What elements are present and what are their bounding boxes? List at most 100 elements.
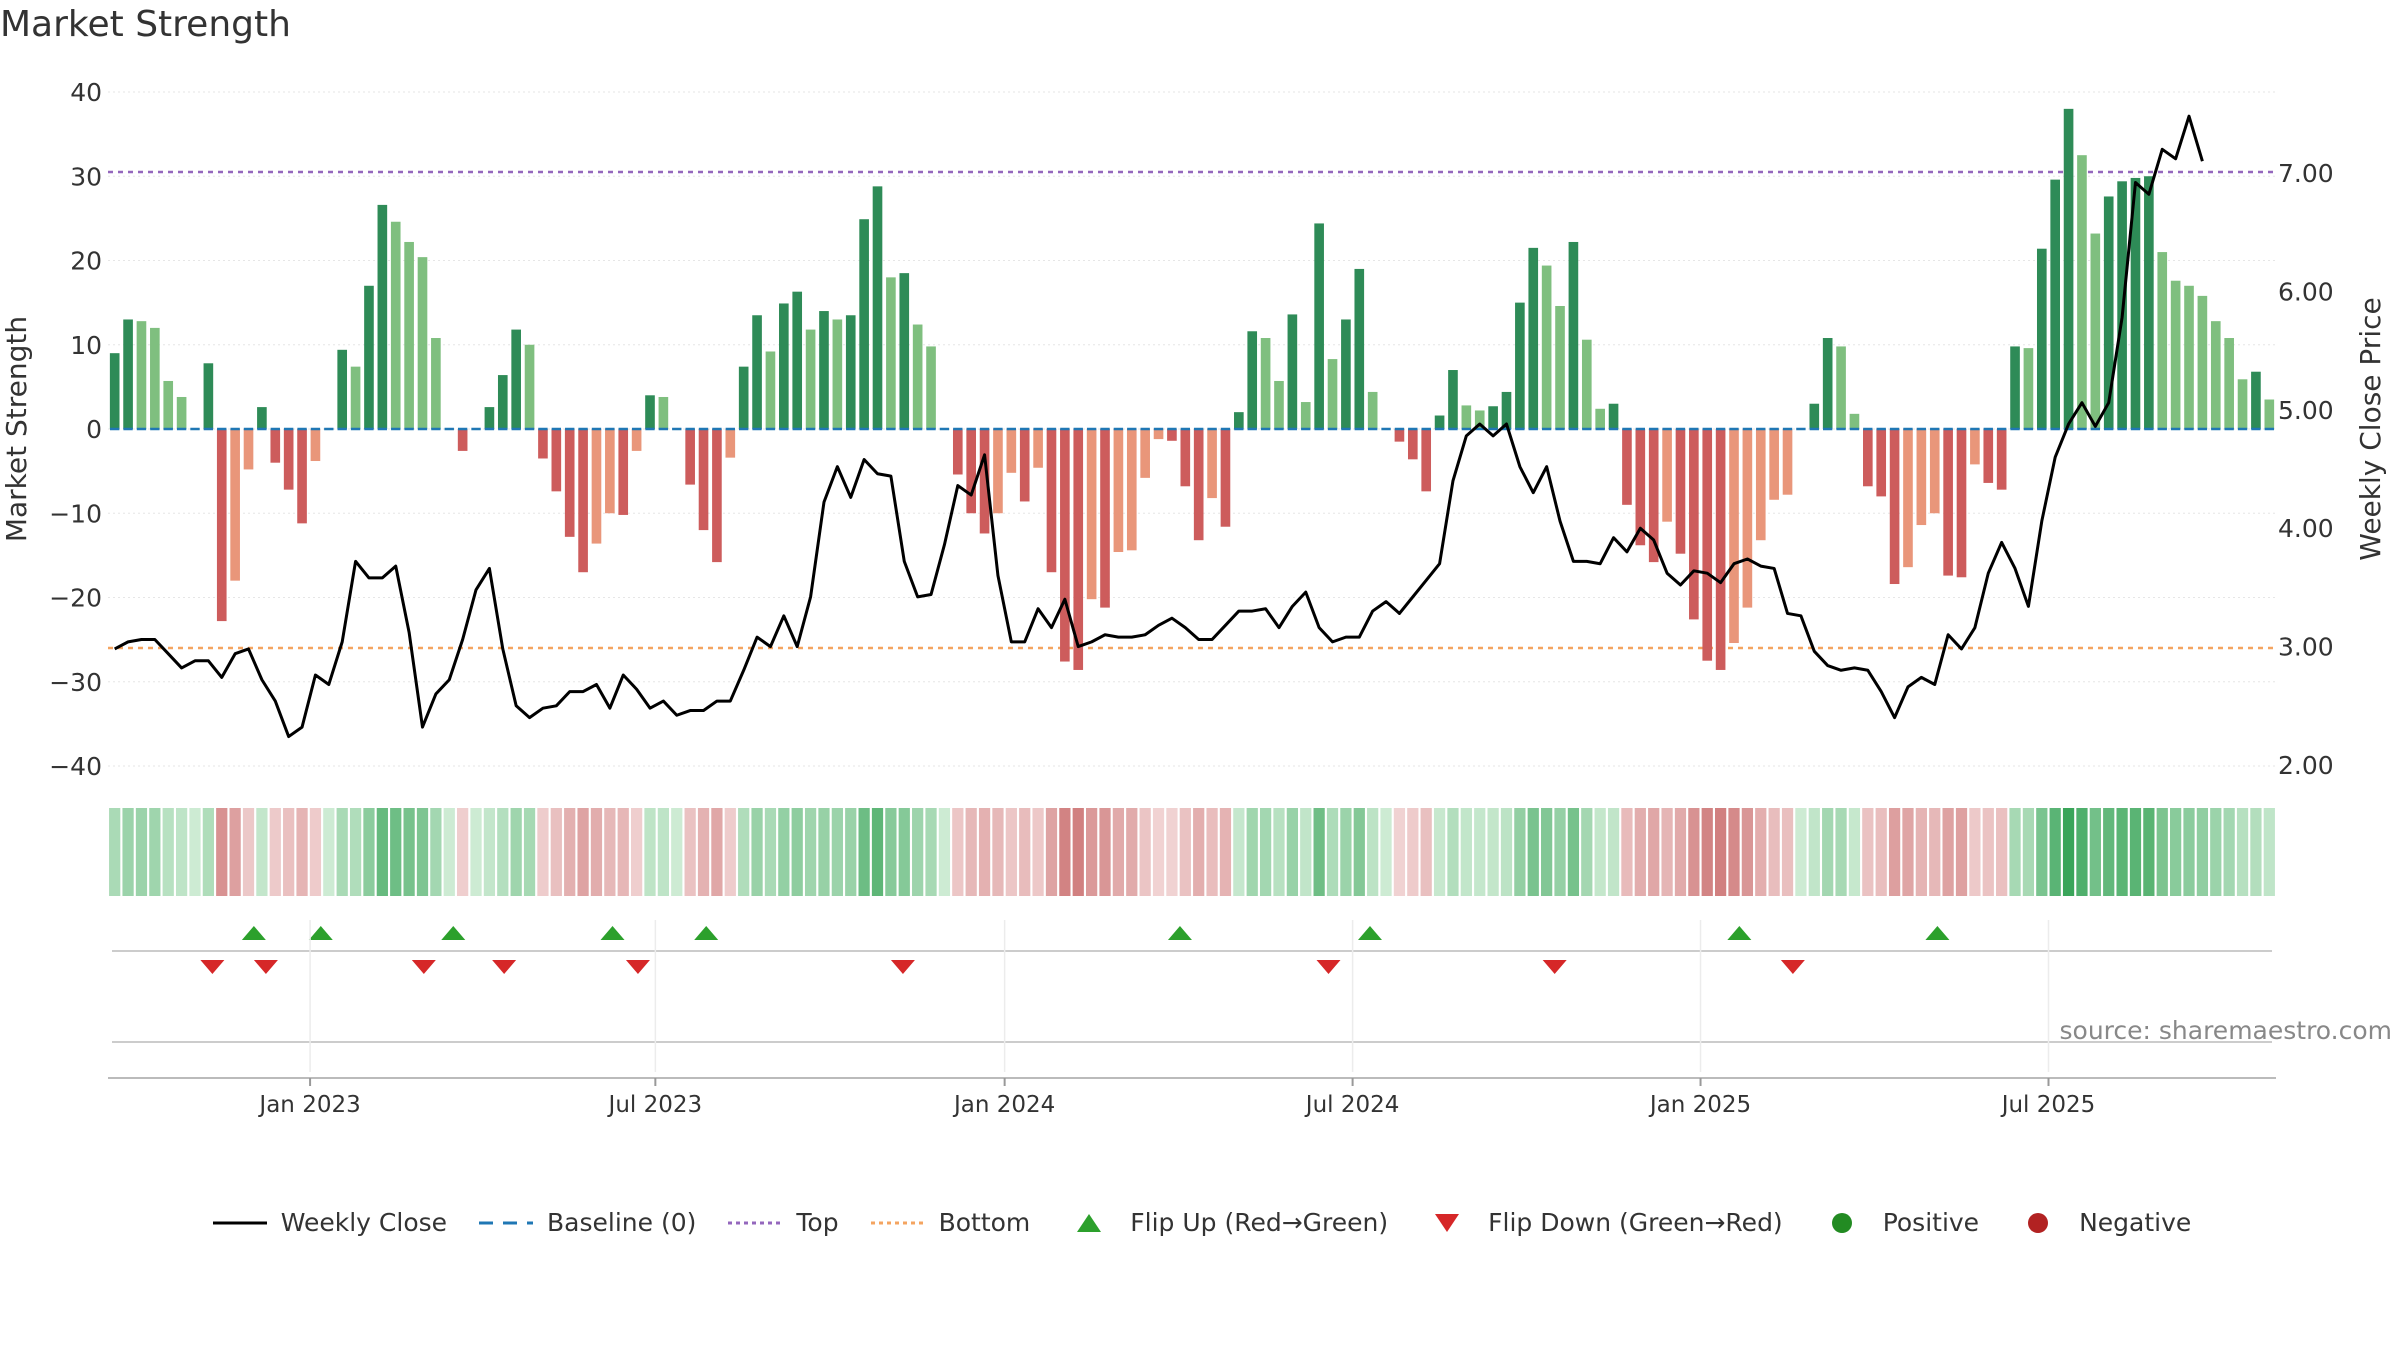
strip-cell [1902, 808, 1914, 896]
strength-bar [1033, 429, 1043, 468]
left-tick-label: −30 [49, 668, 102, 697]
strip-cell [1795, 808, 1807, 896]
strength-bar [1581, 339, 1592, 429]
strip-cell [537, 808, 549, 896]
flip-down-marker [890, 960, 915, 974]
flip-up-marker [1925, 926, 1950, 940]
strip-cell [564, 808, 576, 896]
strength-bar [1662, 429, 1672, 522]
legend-positive[interactable]: Positive [1811, 1208, 1979, 1237]
strip-cell [1099, 808, 1111, 896]
strength-bar [1367, 391, 1378, 429]
strip-cell [2263, 808, 2275, 896]
strength-strip [109, 808, 2275, 896]
strength-bar [1822, 338, 1833, 429]
legend-negative[interactable]: Negative [2007, 1208, 2191, 1237]
strength-bar [1234, 412, 1244, 429]
reference-lines [108, 170, 2276, 650]
legend-baseline-label: Baseline (0) [547, 1208, 697, 1237]
strip-cell [363, 808, 375, 896]
strip-cell [2223, 808, 2235, 896]
strength-bar [377, 204, 388, 429]
strength-bar [926, 346, 936, 429]
strength-bar [1287, 314, 1298, 429]
strength-bar [631, 429, 642, 451]
circle-green-icon [1831, 1212, 1852, 1233]
strength-bar [1341, 319, 1351, 429]
strip-cell [202, 808, 214, 896]
strip-cell [1340, 808, 1352, 896]
flip-down-marker [1316, 960, 1341, 974]
strip-cell [1621, 808, 1633, 896]
strip-cell [1661, 808, 1673, 896]
strip-cell [1848, 808, 1861, 896]
flip-up-marker [241, 926, 266, 940]
strip-cell [430, 808, 442, 896]
flip-up-marker [600, 926, 625, 940]
strength-bar [1689, 429, 1699, 620]
strip-cell [1407, 808, 1419, 896]
strength-bar [551, 429, 562, 492]
legend-weekly-close-label: Weekly Close [280, 1208, 448, 1237]
strip-cell [1648, 808, 1660, 896]
strip-cell [858, 808, 870, 896]
strength-bar [819, 311, 829, 429]
strip-cell [109, 808, 121, 896]
strength-bar [1153, 429, 1164, 440]
strength-bar [2264, 399, 2275, 429]
strength-bar [1541, 265, 1552, 429]
strip-cell [242, 808, 255, 896]
strip-cell [871, 808, 884, 896]
strength-bar [1394, 429, 1405, 442]
strip-cell [1086, 808, 1098, 896]
strip-cell [1045, 808, 1058, 896]
x-tick-label: Jan 2025 [1648, 1092, 1751, 1118]
axes: 40 30 20 10 0 −10 −20 −30 −40 7.00 6.00 5.00 4.00 3.0… [0, 78, 2387, 781]
legend-weekly-close[interactable]: Weekly Close [209, 1208, 447, 1237]
flip-down-marker [411, 960, 436, 974]
left-tick-label: 40 [70, 78, 102, 107]
legend-top[interactable]: Top [724, 1208, 839, 1237]
strip-cell [1728, 808, 1740, 896]
strength-bar [2210, 321, 2221, 429]
strength-bar [1889, 429, 1900, 585]
strength-bar [845, 315, 856, 429]
right-tick-label: 4.00 [2278, 514, 2334, 543]
strip-cell [938, 808, 951, 896]
flip-down-marker [625, 960, 650, 974]
legend-flip-down[interactable]: Flip Down (Green→Red) [1416, 1208, 1783, 1237]
strength-bar [1300, 402, 1311, 429]
strip-cell [1822, 808, 1834, 896]
strip-cell [671, 808, 683, 896]
legend-bottom[interactable]: Bottom [867, 1208, 1030, 1237]
strength-bar [1260, 338, 1271, 429]
strength-bar [230, 429, 240, 581]
strength-bar [591, 429, 602, 544]
strip-cell [1367, 808, 1379, 896]
strip-cell [1541, 808, 1553, 896]
legend-baseline[interactable]: Baseline (0) [475, 1208, 696, 1237]
strip-cell [2089, 808, 2101, 896]
left-tick-label: −40 [49, 752, 102, 781]
strip-cell [443, 808, 455, 896]
flip-up-marker [308, 926, 333, 940]
strip-cell [925, 808, 937, 896]
strip-cell [135, 808, 148, 896]
strip-cell [1607, 808, 1620, 896]
bottom-dotted-icon [870, 1221, 925, 1224]
strip-cell [1594, 808, 1606, 896]
strip-cell [1460, 808, 1472, 896]
strength-bar [2130, 177, 2141, 429]
left-axis-title: Market Strength [0, 316, 33, 542]
strength-bar [524, 344, 535, 429]
left-tick-label: 0 [86, 415, 102, 444]
strip-cell [1888, 808, 1901, 896]
legend-flip-up[interactable]: Flip Up (Red→Green) [1058, 1208, 1388, 1237]
left-tick-label: 20 [70, 247, 102, 276]
strip-cell [1674, 808, 1687, 896]
strength-bar [1180, 429, 1191, 487]
strength-bar [1929, 429, 1940, 514]
right-tick-label: 5.00 [2278, 396, 2334, 425]
x-tick-label: Jul 2025 [2000, 1092, 2096, 1118]
strength-bar [1167, 429, 1177, 441]
